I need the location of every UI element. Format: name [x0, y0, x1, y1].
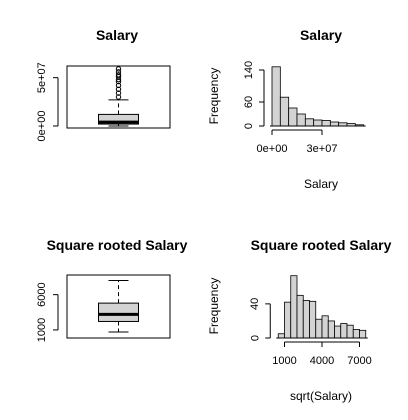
chart-2-bar-1 — [271, 66, 281, 127]
chart-1-title: Salary — [96, 27, 138, 43]
chart-4-x-tick-label-3: 7000 — [347, 355, 371, 367]
chart-1-outlier-10 — [115, 66, 122, 72]
chart-2-y-label: Frequency — [207, 68, 221, 125]
chart-4-x-label: sqrt(Salary) — [290, 389, 352, 403]
chart-4-x-tick-label-1: 1000 — [272, 355, 296, 367]
chart-2-x-label: Salary — [304, 177, 338, 191]
chart-2-x-tick-label-1: 0e+00 — [257, 143, 288, 155]
chart-2-bar-7 — [321, 120, 331, 127]
chart-3-y-tick-label-1: 1000 — [36, 318, 48, 342]
chart-4-y-tick-label-1: 0 — [249, 335, 261, 341]
chart-4-y-tick-label-2: 40 — [249, 298, 261, 310]
chart-2-bar-4 — [296, 113, 306, 127]
chart-4-bar-6 — [309, 300, 317, 339]
chart-4-bar-10 — [334, 325, 342, 339]
chart-4-bar-8 — [321, 315, 329, 339]
chart-1-y-tick-label-1: 0e+00 — [36, 111, 48, 142]
chart-4-bar-9 — [327, 320, 335, 339]
chart-3-box — [98, 302, 139, 322]
chart-2-title: Salary — [300, 27, 342, 43]
chart-4-bar-14 — [359, 329, 367, 339]
chart-4-bar-12 — [346, 324, 354, 339]
chart-1-outlier-9 — [115, 69, 122, 75]
chart-1-frame — [66, 65, 171, 129]
chart-2-bar-6 — [313, 119, 323, 127]
chart-2-bar-3 — [288, 107, 298, 127]
chart-4-y-label: Frequency — [207, 278, 221, 335]
chart-2-y-tick-label-1: 0 — [243, 123, 255, 129]
chart-4-bar-3 — [290, 275, 298, 339]
chart-4-bar-5 — [302, 300, 310, 339]
chart-1-outlier-4 — [115, 82, 122, 89]
chart-2-x-tick-label-2: 3e+07 — [307, 143, 338, 155]
chart-1-outlier-8 — [115, 72, 122, 78]
chart-3-y-tick-label-2: 6000 — [36, 282, 48, 306]
chart-3-title: Square rooted Salary — [47, 237, 188, 253]
chart-2-y-tick-label-2: 60 — [243, 96, 255, 108]
chart-4-bar-4 — [296, 294, 304, 339]
chart-4-x-tick-label-2: 4000 — [310, 355, 334, 367]
chart-1-y-tick-label-2: 5e+07 — [36, 62, 48, 93]
chart-2-y-tick-label-3: 140 — [243, 61, 255, 79]
chart-1-outlier-3 — [115, 86, 122, 92]
chart-1-outlier-2 — [115, 90, 122, 96]
chart-2-bar-2 — [279, 96, 290, 127]
chart-4-bar-13 — [352, 329, 360, 339]
chart-4-title: Square rooted Salary — [251, 237, 392, 253]
chart-4-bar-2 — [284, 301, 292, 339]
chart-2-bar-5 — [304, 118, 315, 127]
chart-1-outlier-1 — [115, 94, 122, 100]
chart-4-bar-11 — [340, 323, 348, 339]
chart-1-box — [98, 113, 139, 125]
chart-2-bar-8 — [329, 121, 340, 127]
chart-4-bar-7 — [315, 318, 323, 339]
chart-4-bar-1 — [277, 333, 285, 339]
chart-3-frame — [66, 274, 171, 339]
